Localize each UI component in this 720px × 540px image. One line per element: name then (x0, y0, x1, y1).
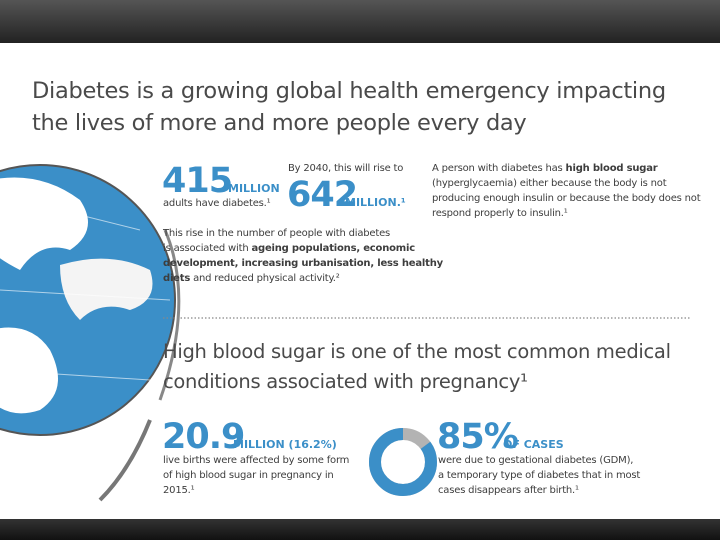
births-line: of high blood sugar in pregnancy in (163, 470, 334, 481)
title: Diabetes is a growing global health emer… (32, 78, 666, 104)
text: is associated with (163, 243, 252, 254)
causes-line: development, increasing urbanisation, le… (163, 258, 443, 269)
stat-unit: OF CASES (503, 438, 564, 451)
text: A person with diabetes has (432, 163, 566, 174)
heading: High blood sugar is one of the most comm… (163, 340, 671, 363)
text: and reduced physical activity.² (190, 273, 340, 284)
top-band (0, 0, 720, 43)
definition-line: producing enough insulin or because the … (432, 193, 701, 204)
stat-number: 20.9 (162, 417, 245, 457)
heading: conditions associated with pregnancy¹ (163, 370, 528, 393)
text: diets (163, 273, 191, 284)
causes-line: diets and reduced physical activity.² (163, 274, 340, 284)
stat-unit: MILLION (16.2%) (233, 438, 337, 451)
stat-number: 642 (287, 175, 358, 215)
gdm-line: a temporary type of diabetes that in mos… (438, 470, 641, 481)
definition-line: A person with diabetes has high blood su… (432, 164, 658, 174)
causes-line: is associated with ageing populations, e… (163, 244, 415, 254)
definition-line: (hyperglycaemia) either because the body… (432, 178, 667, 189)
donut-arc (369, 428, 437, 496)
stat-number: 415 (162, 161, 233, 201)
text: high blood sugar (565, 163, 658, 174)
stat-unit: MILLION (228, 182, 280, 195)
gdm-line: were due to gestational diabetes (GDM), (438, 455, 634, 466)
stat-unit: MILLION.¹ (345, 196, 406, 209)
births-line: 2015.¹ (163, 485, 195, 496)
stat-number: 85% (437, 417, 519, 457)
stat-caption: adults have diabetes.¹ (163, 198, 271, 209)
title: the lives of more and more people every … (32, 110, 527, 136)
globe (0, 164, 181, 502)
births-line: live births were affected by some form (163, 455, 350, 466)
bottom-band (0, 519, 720, 540)
stat-lead: By 2040, this will rise to (288, 163, 404, 174)
gdm-line: cases disappears after birth.¹ (438, 485, 579, 496)
definition-line: respond properly to insulin.¹ (432, 208, 568, 219)
causes-line: This rise in the number of people with d… (163, 228, 391, 239)
text: ageing populations, economic (251, 243, 415, 254)
